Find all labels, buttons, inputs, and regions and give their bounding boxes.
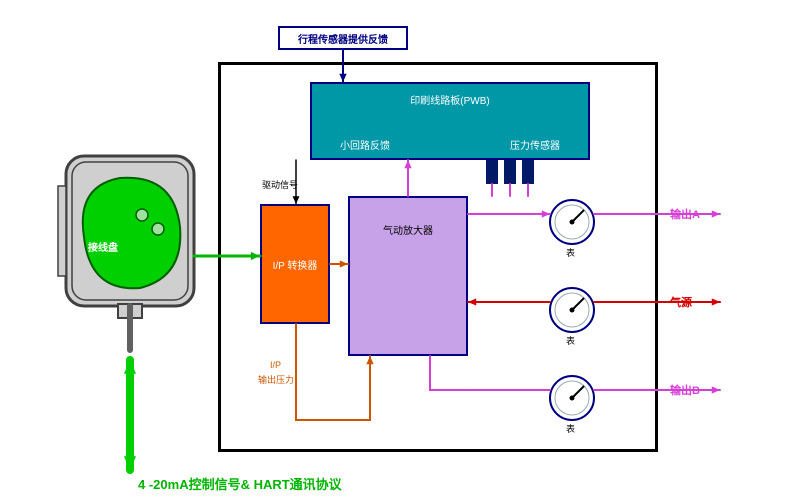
output-b-label: 输出B [670, 382, 700, 398]
pwb-sub-left: 小回路反馈 [340, 137, 390, 152]
ip-converter-label: I/P 转换器 [273, 257, 318, 272]
feedback-header-label: 行程传感器提供反馈 [298, 31, 388, 46]
svg-text:接线盘: 接线盘 [88, 241, 118, 254]
pneumatic-amp-box: 气动放大器 [348, 196, 468, 356]
ip-out-label-1: I/P [270, 360, 281, 370]
feedback-header-box: 行程传感器提供反馈 [278, 26, 408, 50]
air-source-label: 气源 [670, 294, 692, 310]
pneumatic-amp-label: 气动放大器 [383, 222, 433, 237]
pwb-box: 印刷线路板(PWB) 小回路反馈 压力传感器 [310, 82, 590, 160]
ip-converter-box: I/P 转换器 [260, 204, 330, 324]
ip-out-label-2: 输出压力 [258, 373, 294, 386]
diagram-stage: 行程传感器提供反馈 印刷线路板(PWB) 小回路反馈 压力传感器 I/P 转换器… [0, 0, 800, 500]
pwb-sub-right: 压力传感器 [510, 137, 560, 152]
output-a-label: 输出A [670, 206, 700, 222]
drive-signal-label: 驱动信号 [262, 178, 298, 191]
pwb-title: 印刷线路板(PWB) [312, 92, 588, 107]
bottom-signal-label: 4 -20mA控制信号& HART通讯协议 [138, 474, 342, 493]
